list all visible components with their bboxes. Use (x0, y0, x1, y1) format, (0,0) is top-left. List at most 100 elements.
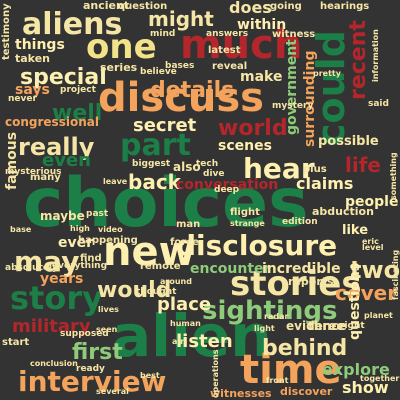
word-ever: ever (58, 235, 94, 251)
word-part: part (120, 128, 191, 163)
word-information: information (371, 29, 380, 82)
word-details: details (150, 78, 235, 103)
word-going: going (270, 1, 302, 12)
word-stories: stories (230, 264, 362, 304)
word-reports: reports (288, 275, 334, 288)
word-fascinating: fascinating (391, 249, 400, 300)
word-story: story (10, 279, 103, 317)
word-would: would (97, 278, 172, 303)
word-seen: seen (96, 325, 118, 334)
word-together: together (360, 374, 400, 383)
word-secret: secret (133, 115, 197, 136)
word-remote: remote (140, 261, 181, 272)
word-behind: behind (262, 336, 348, 361)
word-believe: believe (140, 67, 177, 77)
word-scenes: scenes (218, 138, 272, 154)
word-base: base (10, 225, 32, 234)
word-deep: deep (214, 185, 240, 195)
word-light: light (254, 324, 275, 333)
word-human: human (170, 319, 201, 328)
word-front: front (266, 376, 289, 385)
word-alien: alien (112, 302, 272, 370)
word-choices: choices (23, 164, 309, 243)
word-surrounding: surrounding (302, 50, 318, 147)
word-everything: everything (52, 261, 108, 271)
word-flight: flight (230, 207, 260, 218)
word-absolutely: absolutely (5, 263, 58, 273)
word-video: video (98, 225, 123, 234)
word-dive: dive (203, 169, 225, 179)
word-government: government (284, 39, 300, 135)
word-strange: strange (230, 219, 265, 228)
word-explore: explore (322, 360, 390, 379)
word-conclusion: conclusion (30, 359, 78, 368)
word-taken: taken (15, 52, 50, 65)
word-maybe: maybe (40, 209, 85, 223)
word-radar: radar (264, 312, 289, 321)
word-years: years (40, 271, 84, 287)
word-witnesses: witnesses (210, 387, 272, 400)
word-even: even (42, 150, 91, 171)
word-past: past (86, 209, 109, 219)
word-many: many (30, 172, 61, 183)
word-pretty: pretty (313, 69, 341, 78)
word-sightings: sightings (202, 296, 338, 326)
word-mysterious: mysterious (5, 167, 62, 177)
word-man: man (176, 219, 201, 230)
word-operations: operations (211, 349, 220, 398)
word-project: project (60, 85, 96, 95)
word-aliens: aliens (22, 7, 123, 42)
word-one: one (86, 27, 157, 67)
word-right: right (340, 321, 365, 331)
word-level: level (362, 243, 384, 252)
word-things: things (15, 37, 65, 53)
word-supposed: supposed (60, 329, 109, 339)
word-show: show (342, 378, 389, 397)
word-first: first (72, 340, 123, 365)
word-listen: listen (176, 331, 233, 352)
word-discuss: discuss (98, 75, 264, 121)
word-incredible: incredible (262, 261, 341, 277)
word-around: around (160, 277, 192, 286)
word-place: place (157, 294, 212, 315)
word-happening: happening (78, 235, 138, 246)
word-start: start (2, 337, 30, 348)
word-ready: ready (76, 364, 105, 374)
word-interview: interview (18, 365, 167, 398)
word-witness: witness (272, 29, 316, 40)
word-disclosure: disclosure (176, 229, 338, 262)
word-edition: edition (282, 217, 318, 227)
word-planet: planet (364, 311, 393, 320)
word-best: best (140, 371, 160, 380)
word-make: make (240, 69, 283, 85)
word-reveal: reveal (212, 61, 248, 72)
word-mystery: mystery (272, 101, 314, 111)
word-eric: eric (362, 237, 379, 246)
word-never: never (8, 94, 37, 104)
word-discover: discover (280, 385, 333, 398)
word-cover: cover (335, 281, 398, 305)
word-air: air (172, 337, 185, 346)
word-leave: leave (103, 177, 128, 186)
word-abduction: abduction (312, 205, 374, 218)
word-well: well (52, 101, 103, 126)
word-within: within (237, 17, 287, 33)
word-military: military (12, 316, 91, 337)
word-congressional: congressional (5, 115, 99, 129)
word-also: also (173, 160, 201, 174)
word-hear: hear (243, 152, 315, 185)
word-plus: plus (303, 164, 327, 175)
word-evidence: evidence (286, 319, 347, 333)
word-conversation: conversation (176, 177, 279, 193)
word-high: high (70, 224, 90, 233)
word-mind: mind (150, 29, 176, 39)
word-testimony: testimony (1, 3, 12, 60)
word-hearings: hearings (320, 1, 370, 12)
word-life: life (345, 153, 381, 177)
word-ancient: ancient (83, 0, 130, 12)
word-says: says (15, 82, 50, 98)
word-three: three (308, 319, 345, 333)
word-new: new (103, 229, 196, 275)
word-biggest: biggest (132, 159, 171, 169)
